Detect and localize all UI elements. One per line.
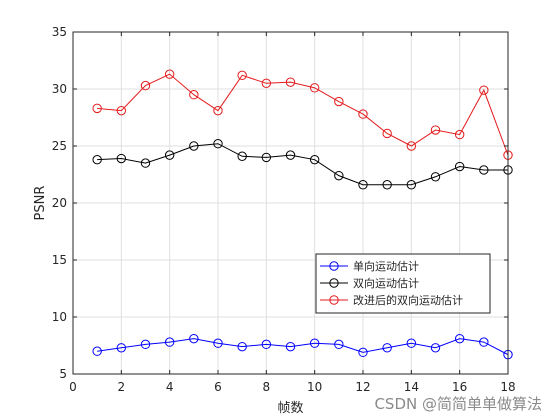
- y-tick-label: 5: [59, 367, 67, 381]
- data-point: [479, 337, 489, 347]
- data-point: [406, 141, 417, 151]
- data-point: [237, 151, 247, 161]
- x-tick-label: 8: [263, 380, 271, 394]
- y-tick-label: 10: [52, 310, 67, 324]
- data-point: [454, 161, 465, 172]
- x-tick-label: 14: [404, 380, 419, 394]
- data-point: [213, 139, 223, 149]
- legend-marker: [329, 295, 339, 305]
- data-point: [164, 150, 175, 160]
- watermark-text: CSDN @简简单单做算法: [374, 395, 542, 413]
- x-tick-label: 0: [69, 380, 77, 394]
- data-point: [430, 125, 441, 135]
- data-point: [261, 339, 272, 350]
- data-point: [261, 152, 272, 163]
- data-point: [213, 338, 223, 348]
- data-point: [92, 154, 102, 165]
- data-point: [334, 339, 344, 350]
- data-point: [164, 337, 175, 347]
- data-point: [92, 103, 102, 114]
- y-tick-label: 30: [52, 82, 67, 96]
- data-point: [213, 105, 223, 116]
- y-tick-label: 35: [52, 25, 67, 39]
- legend-entry: 改进后的双向运动估计: [353, 293, 463, 307]
- data-point: [285, 77, 296, 87]
- x-tick-label: 6: [214, 380, 222, 394]
- data-point: [237, 70, 247, 81]
- data-point: [92, 346, 102, 356]
- data-point: [116, 343, 127, 353]
- series-layer: [92, 69, 513, 360]
- data-point: [454, 129, 465, 140]
- data-point: [358, 109, 368, 119]
- data-point: [261, 78, 272, 89]
- x-tick-label: 10: [307, 380, 322, 394]
- data-point: [382, 128, 392, 139]
- data-point: [140, 339, 151, 350]
- series-3: [92, 69, 513, 160]
- data-point: [479, 85, 489, 95]
- data-point: [382, 343, 392, 353]
- data-point: [430, 172, 441, 182]
- y-tick-label: 15: [52, 253, 67, 267]
- data-point: [454, 333, 465, 344]
- legend-marker: [329, 278, 339, 288]
- data-point: [382, 180, 392, 190]
- data-point: [479, 165, 489, 175]
- data-point: [309, 338, 320, 348]
- data-point: [430, 343, 441, 353]
- series-1: [92, 333, 513, 360]
- data-point: [189, 141, 199, 151]
- data-point: [140, 80, 151, 91]
- data-point: [406, 180, 417, 190]
- data-point: [358, 347, 368, 358]
- data-point: [189, 333, 199, 344]
- x-tick-label: 16: [452, 380, 467, 394]
- y-tick-label: 25: [52, 139, 67, 153]
- x-tick-label: 2: [118, 380, 126, 394]
- data-point: [237, 341, 247, 352]
- y-axis-label: PSNR: [33, 186, 48, 221]
- data-point: [334, 170, 344, 181]
- data-point: [406, 338, 417, 348]
- data-point: [309, 154, 320, 165]
- data-point: [334, 96, 344, 107]
- data-point: [285, 150, 296, 160]
- x-tick-label: 18: [500, 380, 515, 394]
- x-axis-label: 帧数: [277, 401, 303, 416]
- data-point: [358, 180, 368, 190]
- data-point: [164, 69, 175, 79]
- legend-entry: 双向运动估计: [353, 276, 419, 290]
- data-point: [116, 153, 127, 164]
- x-tick-label: 4: [166, 380, 174, 394]
- data-point: [140, 158, 151, 168]
- legend-entry: 单向运动估计: [353, 259, 419, 273]
- grid-lines: [73, 32, 508, 374]
- series-2: [92, 139, 513, 190]
- legend-marker: [329, 261, 339, 271]
- data-point: [285, 341, 296, 352]
- x-tick-label: 12: [355, 380, 370, 394]
- y-tick-label: 20: [52, 196, 67, 210]
- data-point: [116, 105, 127, 116]
- axis-ticks: 0 2 4 6 8 10 12 14 16 18 5 10 15 20 25 30 35: [52, 25, 516, 394]
- data-point: [189, 90, 199, 100]
- data-point: [309, 83, 320, 93]
